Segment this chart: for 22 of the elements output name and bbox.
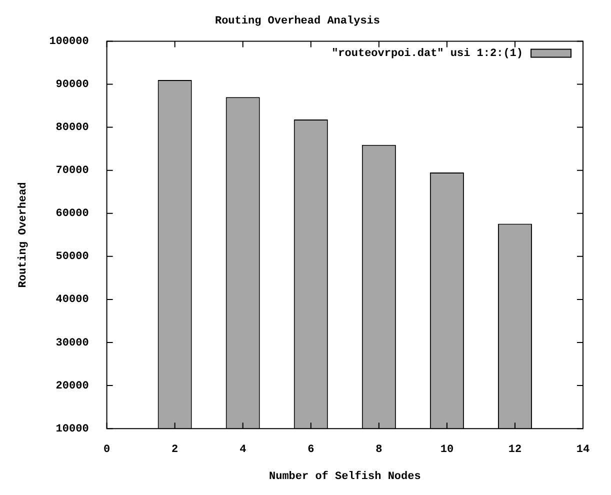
x-tick-label: 6 bbox=[308, 444, 314, 456]
y-axis-title: Routing Overhead bbox=[17, 182, 30, 288]
y-tick-label: 60000 bbox=[56, 208, 89, 220]
x-axis-title: Number of Selfish Nodes bbox=[268, 470, 421, 484]
x-tick-label: 10 bbox=[440, 444, 454, 456]
y-tick-label: 10000 bbox=[56, 423, 89, 436]
y-tick-label: 90000 bbox=[56, 79, 89, 92]
x-tick-label: 4 bbox=[240, 444, 247, 456]
y-tick-label: 30000 bbox=[56, 337, 89, 350]
y-tick-label: 100000 bbox=[49, 36, 89, 48]
legend-label: "routeovrpoi.dat" usi 1:2:(1) bbox=[332, 48, 523, 60]
y-tick-label: 80000 bbox=[56, 122, 89, 134]
x-tick-label: 0 bbox=[104, 444, 110, 456]
x-tick-label: 12 bbox=[508, 444, 522, 456]
y-tick-label: 70000 bbox=[56, 165, 89, 178]
y-tick-label: 20000 bbox=[56, 380, 89, 392]
x-tick-label: 2 bbox=[172, 444, 178, 456]
y-tick-label: 50000 bbox=[56, 251, 89, 264]
chart-title: Routing Overhead Analysis bbox=[214, 15, 380, 28]
x-tick-label: 14 bbox=[576, 444, 590, 456]
y-tick-label: 40000 bbox=[56, 294, 89, 306]
x-tick-label: 8 bbox=[376, 444, 383, 456]
